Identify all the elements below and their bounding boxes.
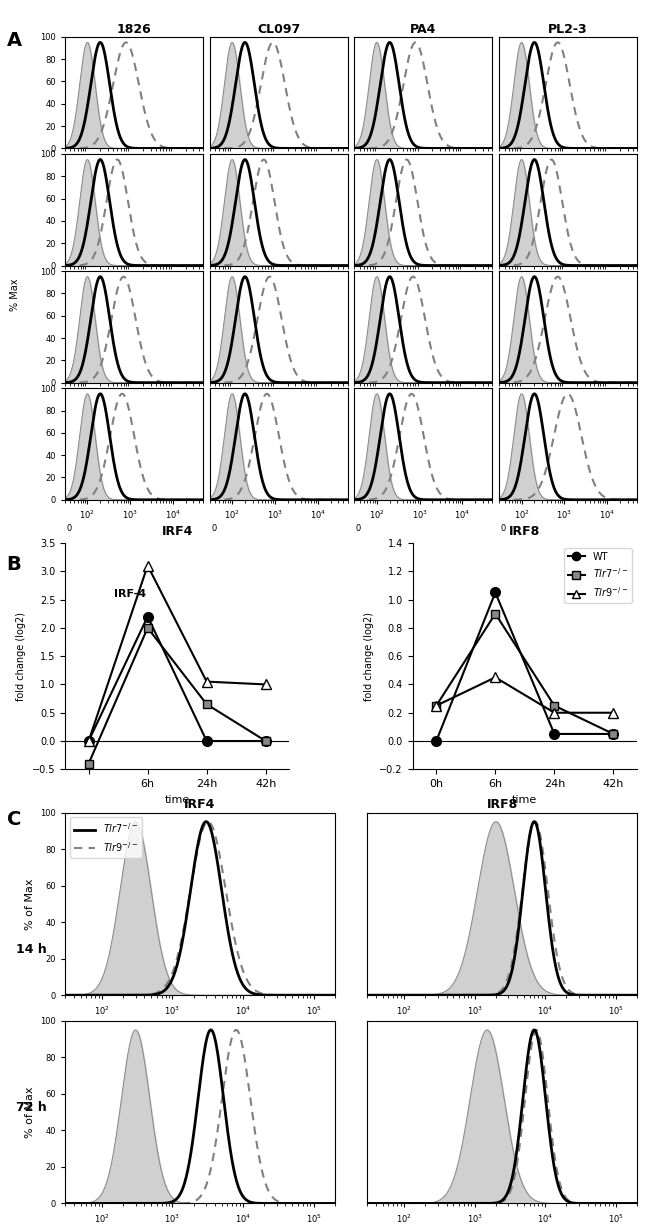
- Y-axis label: fold change (log2): fold change (log2): [16, 612, 26, 701]
- Title: IRF4: IRF4: [184, 798, 216, 812]
- Text: 0: 0: [370, 1024, 375, 1034]
- Text: IRF-4: IRF-4: [114, 589, 146, 599]
- Text: B: B: [6, 555, 21, 573]
- Text: % Max: % Max: [10, 279, 20, 311]
- Title: IRF8: IRF8: [486, 798, 517, 812]
- X-axis label: time: time: [512, 795, 538, 804]
- X-axis label: time: time: [164, 795, 190, 804]
- Text: C: C: [6, 810, 21, 829]
- Y-axis label: % of Max: % of Max: [25, 878, 34, 930]
- Text: 72 h: 72 h: [16, 1102, 47, 1114]
- Text: A: A: [6, 31, 21, 49]
- Title: CL097: CL097: [257, 22, 300, 36]
- Title: IRF8: IRF8: [509, 524, 540, 538]
- Y-axis label: fold change (log2): fold change (log2): [364, 612, 374, 701]
- Title: IRF4: IRF4: [161, 524, 193, 538]
- Title: PA4: PA4: [410, 22, 437, 36]
- Y-axis label: % of Max: % of Max: [25, 1087, 34, 1138]
- Text: 0: 0: [68, 1024, 73, 1034]
- Legend: $Tlr7^{-/-}$, $Tlr9^{-/-}$: $Tlr7^{-/-}$, $Tlr9^{-/-}$: [70, 818, 142, 857]
- Text: 0: 0: [500, 524, 506, 533]
- Text: 0: 0: [66, 524, 72, 533]
- Text: 0: 0: [356, 524, 361, 533]
- Text: 14 h: 14 h: [16, 943, 47, 955]
- Title: 1826: 1826: [116, 22, 151, 36]
- Text: 0: 0: [211, 524, 216, 533]
- Legend: WT, $Tlr7^{-/-}$, $Tlr9^{-/-}$: WT, $Tlr7^{-/-}$, $Tlr9^{-/-}$: [564, 548, 632, 603]
- Title: PL2-3: PL2-3: [548, 22, 588, 36]
